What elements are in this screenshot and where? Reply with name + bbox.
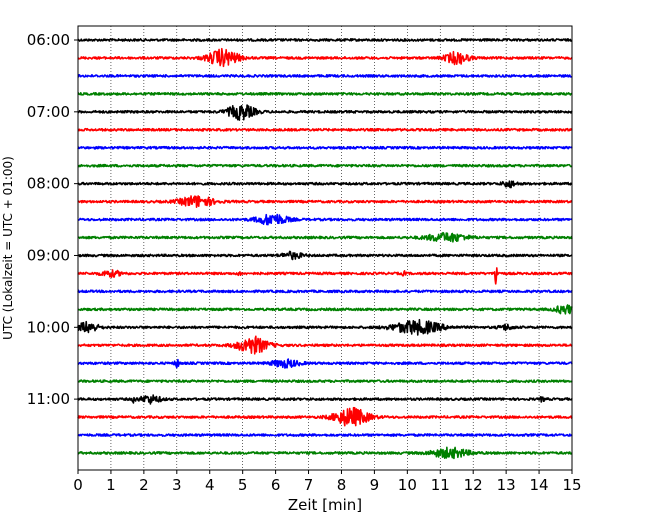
trace-0745 <box>77 163 573 168</box>
y-tick-label: 10:00 <box>27 318 70 336</box>
x-tick-label: 3 <box>172 476 182 494</box>
x-tick-label: 14 <box>530 476 549 494</box>
x-tick-label: 9 <box>370 476 380 494</box>
y-axis-label: UTC (Lokalzeit = UTC + 01:00) <box>1 156 15 340</box>
trace-1000 <box>77 318 573 336</box>
trace-0815 <box>77 195 573 208</box>
y-tick-label: 09:00 <box>27 246 70 264</box>
y-tick-label: 06:00 <box>27 31 70 49</box>
trace-0900 <box>77 250 573 261</box>
x-tick-label: 6 <box>271 476 281 494</box>
x-tick-label: 13 <box>497 476 516 494</box>
x-tick-label: 15 <box>562 476 581 494</box>
x-tick-label: 5 <box>238 476 248 494</box>
x-tick-label: 8 <box>337 476 347 494</box>
x-axis-label: Zeit [min] <box>288 496 362 514</box>
x-axis-ticks: 0 1 2 3 4 5 6 7 8 9 10 11 12 13 14 15 <box>73 470 582 494</box>
trace-0645 <box>77 91 573 96</box>
trace-0630 <box>77 73 573 78</box>
seismogram-traces <box>77 38 573 460</box>
x-tick-label: 12 <box>464 476 483 494</box>
trace-0615 <box>77 47 573 68</box>
trace-0830 <box>77 213 573 226</box>
trace-1145 <box>77 446 573 460</box>
x-tick-label: 11 <box>431 476 450 494</box>
trace-1045 <box>77 379 573 384</box>
x-tick-label: 4 <box>205 476 215 494</box>
trace-0915 <box>77 267 573 285</box>
trace-0945 <box>77 304 573 315</box>
trace-1130 <box>77 433 573 437</box>
x-tick-label: 0 <box>73 476 83 494</box>
trace-0800 <box>77 180 573 189</box>
trace-0715 <box>77 127 573 132</box>
x-tick-label: 1 <box>106 476 116 494</box>
x-tick-label: 10 <box>398 476 417 494</box>
y-tick-label: 11:00 <box>27 390 70 408</box>
grid-lines <box>110 26 540 470</box>
x-tick-label: 7 <box>304 476 314 494</box>
trace-0845 <box>77 231 573 243</box>
y-tick-label: 07:00 <box>27 103 70 121</box>
trace-0700 <box>77 104 573 121</box>
trace-0930 <box>77 289 573 294</box>
trace-1030 <box>77 358 573 369</box>
plot-frame <box>77 25 573 471</box>
y-axis-ticks: 06:00 07:00 08:00 09:00 10:00 11:00 <box>27 31 78 408</box>
trace-1100 <box>77 394 573 405</box>
trace-1115 <box>77 406 573 427</box>
x-tick-label: 2 <box>139 476 149 494</box>
y-tick-label: 08:00 <box>27 175 70 193</box>
trace-0730 <box>77 145 573 150</box>
trace-1015 <box>77 335 573 355</box>
trace-0600 <box>77 38 573 42</box>
